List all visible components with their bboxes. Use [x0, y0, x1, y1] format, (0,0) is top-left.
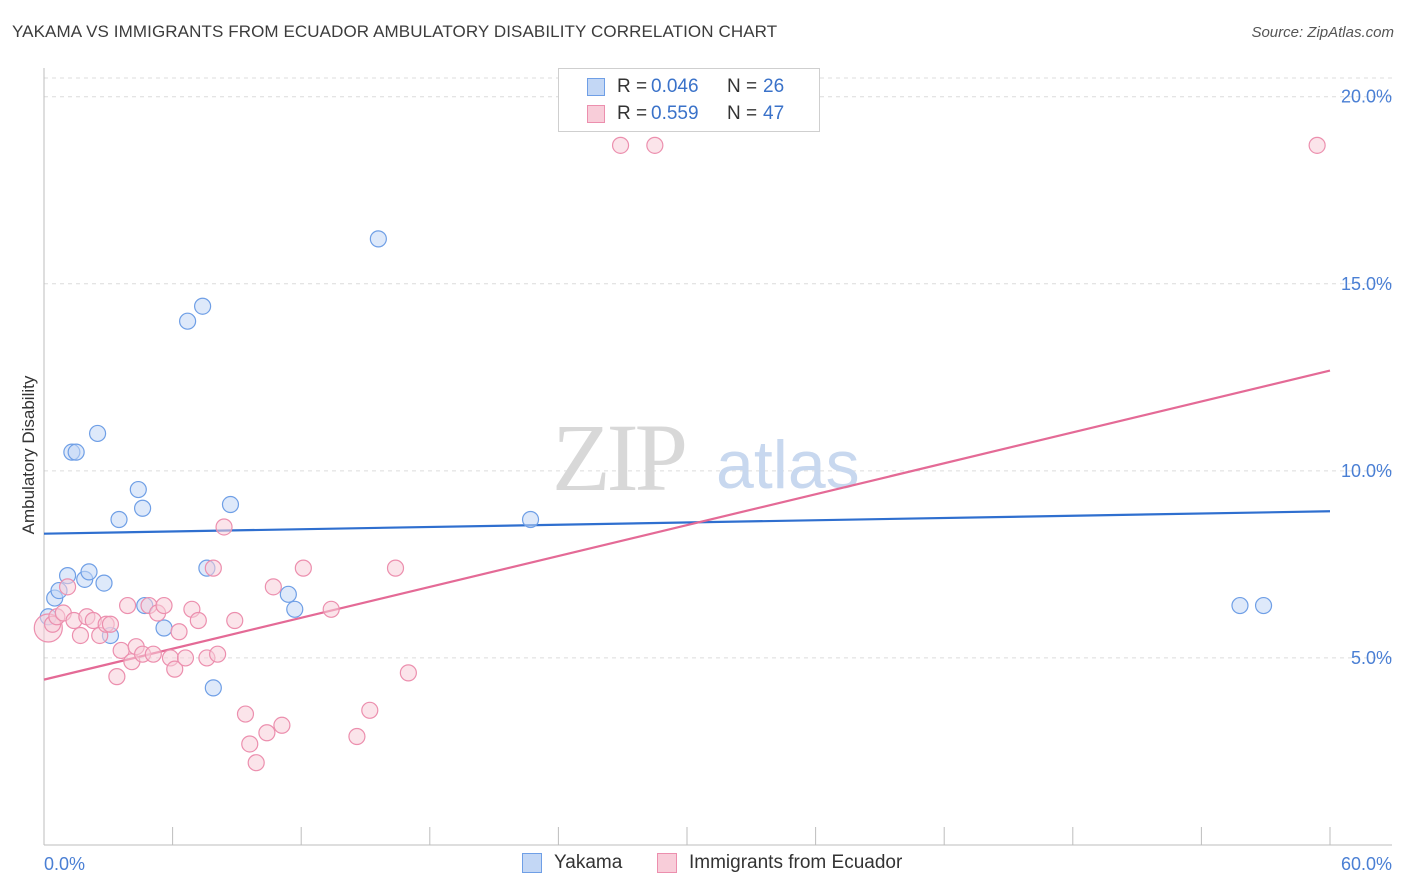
ecuador-point: [399, 664, 417, 682]
legend-row-yakama: R = 0.046 N = 26: [587, 75, 784, 99]
ecuador-point: [209, 645, 227, 663]
y-tick-label: 5.0%: [1351, 648, 1392, 668]
yakama-point: [194, 297, 212, 315]
bottom-legend-ecuador: Immigrants from Ecuador: [657, 852, 902, 874]
y-tick-label: 15.0%: [1341, 274, 1392, 294]
chart-title: YAKAMA VS IMMIGRANTS FROM ECUADOR AMBULA…: [12, 22, 778, 41]
watermark-zip: ZIP: [552, 404, 685, 511]
yakama-point: [279, 585, 297, 603]
ecuador-point: [1308, 136, 1326, 154]
yakama-point: [110, 510, 128, 529]
ecuador-point: [258, 724, 276, 742]
ecuador-point: [189, 611, 207, 630]
ecuador-point: [58, 578, 77, 596]
yakama-point: [369, 230, 387, 248]
ecuador-point: [236, 705, 255, 723]
bottom-legend-label-yakama: Yakama: [554, 852, 623, 873]
ecuador-point: [294, 559, 312, 577]
yakama-point: [133, 499, 152, 517]
ecuador-point: [247, 754, 265, 772]
legend-n-label: N =: [727, 103, 758, 124]
trend-lines: [43, 369, 1331, 681]
legend-swatch-yakama: [587, 78, 605, 96]
gridlines: [44, 77, 1392, 659]
yakama-point: [286, 600, 304, 618]
legend-r-label: R =: [617, 103, 648, 124]
legend-r-value: 0.046: [651, 76, 699, 97]
legend-n-value: 47: [763, 103, 785, 124]
ecuador-point: [611, 136, 630, 154]
ecuador-point: [144, 645, 162, 663]
ecuador-point: [155, 596, 173, 615]
legend-row-ecuador: R = 0.559 N = 47: [587, 102, 784, 126]
bottom-swatch-yakama: [522, 853, 542, 873]
ecuador-point: [322, 600, 340, 618]
ecuador-point: [166, 660, 184, 678]
ecuador-point: [215, 518, 233, 536]
legend-r-value: 0.559: [651, 103, 699, 124]
axes: [43, 68, 1392, 846]
yakama-point: [204, 679, 222, 697]
ecuador-trend-line: [43, 369, 1331, 681]
yakama-point: [67, 443, 85, 461]
ecuador-point: [204, 559, 222, 577]
yakama-point: [129, 480, 147, 499]
ecuador-point: [361, 701, 379, 719]
yakama-point: [155, 619, 173, 637]
source-credit: Source: ZipAtlas.com: [1251, 24, 1394, 41]
ecuador-point: [264, 578, 282, 596]
yakama-point: [221, 495, 240, 514]
yakama-point: [1231, 596, 1249, 615]
bottom-swatch-ecuador: [657, 853, 677, 873]
bottom-legend-yakama: Yakama: [522, 852, 622, 874]
yakama-point: [521, 510, 540, 529]
ecuador-point: [273, 716, 291, 734]
ecuador-point: [71, 626, 90, 645]
ecuador-point: [176, 649, 195, 667]
yakama-point: [95, 574, 113, 592]
tick-labels: 5.0% 10.0% 15.0% 20.0% 0.0% 60.0%: [44, 87, 1392, 874]
y-tick-label: 20.0%: [1341, 87, 1392, 107]
ecuador-point: [348, 727, 366, 746]
ecuador-point: [241, 735, 259, 753]
x-tick-label-min: 0.0%: [44, 854, 85, 874]
ecuador-point: [646, 136, 664, 154]
y-tick-label: 10.0%: [1341, 461, 1392, 481]
legend-r-label: R =: [617, 76, 648, 97]
y-axis-label: Ambulatory Disability: [19, 375, 38, 534]
ecuador-point: [101, 615, 120, 633]
watermark-atlas: atlas: [716, 427, 860, 503]
data-points: [33, 136, 1326, 772]
ecuador-point: [386, 559, 405, 577]
yakama-point: [179, 312, 197, 330]
yakama-point: [88, 424, 107, 443]
yakama-trend-line: [43, 510, 1331, 535]
ecuador-point: [170, 623, 188, 641]
x-tick-label-max: 60.0%: [1341, 854, 1392, 874]
legend-n-label: N =: [727, 76, 758, 97]
yakama-point: [80, 563, 98, 581]
legend-swatch-ecuador: [587, 105, 605, 123]
yakama-point: [1254, 596, 1273, 615]
ecuador-point: [226, 611, 244, 630]
legend-n-value: 26: [763, 76, 785, 97]
correlation-legend: R = 0.046 N = 26 R = 0.559 N = 47: [558, 68, 820, 132]
ecuador-point: [108, 668, 126, 686]
ecuador-point: [118, 596, 137, 615]
bottom-legend-label-ecuador: Immigrants from Ecuador: [689, 852, 903, 873]
